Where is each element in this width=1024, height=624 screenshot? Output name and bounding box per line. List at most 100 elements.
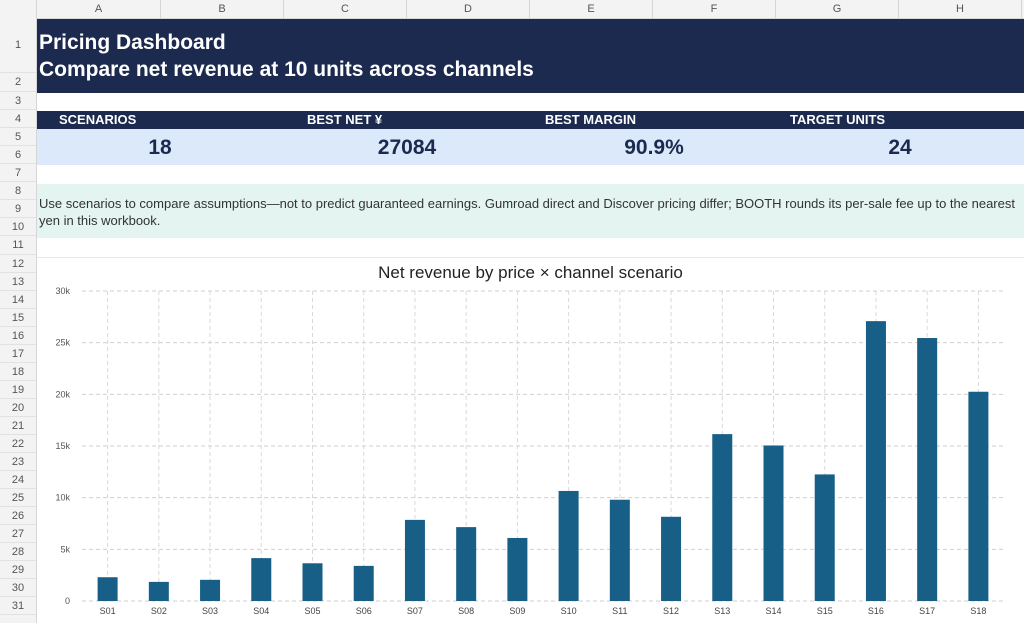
row-header-23[interactable]: 23 <box>0 453 36 471</box>
kpi-value-row: 18 27084 90.9% 24 <box>37 129 1024 165</box>
kpi-value-best-margin[interactable]: 90.9% <box>624 136 684 159</box>
title-banner: Pricing Dashboard Compare net revenue at… <box>37 19 1024 93</box>
kpi-value-target-units[interactable]: 24 <box>888 136 912 159</box>
row-header-31[interactable]: 31 <box>0 597 36 615</box>
y-tick-label: 5k <box>60 544 70 554</box>
column-header-d[interactable]: D <box>407 0 530 18</box>
row-header-bar: 1 2 3 4 5 6 7 8 9 10 11 12 13 14 15 16 17 18 19 20 21 22 23 24 2… <box>0 18 37 623</box>
row-header-11[interactable]: 11 <box>0 236 36 255</box>
kpi-label-target-units: TARGET UNITS <box>790 112 886 127</box>
bar-s08[interactable] <box>456 527 477 601</box>
row-header-18[interactable]: 18 <box>0 363 36 381</box>
row-header-14[interactable]: 14 <box>0 291 36 309</box>
bar-s16[interactable] <box>865 321 886 601</box>
row-header-13[interactable]: 13 <box>0 273 36 291</box>
row-header-7[interactable]: 7 <box>0 164 36 182</box>
x-tick-label: S04 <box>253 606 269 616</box>
row-header-2[interactable]: 2 <box>0 73 36 92</box>
y-tick-label: 25k <box>55 338 70 348</box>
bar-s09[interactable] <box>507 537 528 601</box>
bar-s15[interactable] <box>814 474 835 601</box>
row-header-24[interactable]: 24 <box>0 471 36 489</box>
kpi-value-best-net[interactable]: 27084 <box>377 136 437 159</box>
column-header-a[interactable]: A <box>37 0 161 18</box>
row-header-10[interactable]: 10 <box>0 218 36 236</box>
x-tick-label: S05 <box>304 606 320 616</box>
row-header-4[interactable]: 4 <box>0 110 36 128</box>
row-header-25[interactable]: 25 <box>0 489 36 507</box>
row-header-22[interactable]: 22 <box>0 435 36 453</box>
x-tick-label: S12 <box>663 606 679 616</box>
row-header-6[interactable]: 6 <box>0 146 36 164</box>
row-header-29[interactable]: 29 <box>0 561 36 579</box>
row-header-9[interactable]: 9 <box>0 200 36 218</box>
x-tick-label: S03 <box>202 606 218 616</box>
chart-title: Net revenue by price × channel scenario <box>378 263 683 282</box>
x-tick-label: S17 <box>919 606 935 616</box>
x-tick-label: S08 <box>458 606 474 616</box>
bar-s02[interactable] <box>148 581 169 601</box>
disclaimer-note: Use scenarios to compare assumptions—not… <box>37 184 1024 238</box>
column-header-e[interactable]: E <box>530 0 653 18</box>
row-header-1[interactable]: 1 <box>0 18 36 73</box>
row-header-8[interactable]: 8 <box>0 182 36 200</box>
bar-s10[interactable] <box>558 490 579 601</box>
x-tick-label: S16 <box>868 606 884 616</box>
y-tick-label: 20k <box>55 389 70 399</box>
row-header-27[interactable]: 27 <box>0 525 36 543</box>
row-header-12[interactable]: 12 <box>0 255 36 273</box>
dashboard-title: Pricing Dashboard <box>39 31 226 54</box>
y-tick-label: 10k <box>55 493 70 503</box>
row-header-3[interactable]: 3 <box>0 92 36 110</box>
bar-s06[interactable] <box>353 565 374 601</box>
x-tick-label: S07 <box>407 606 423 616</box>
row-header-26[interactable]: 26 <box>0 507 36 525</box>
y-tick-label: 15k <box>55 441 70 451</box>
x-tick-label: S10 <box>561 606 577 616</box>
x-tick-label: S01 <box>100 606 116 616</box>
bar-s14[interactable] <box>763 445 784 601</box>
bar-s12[interactable] <box>661 516 682 601</box>
bar-s05[interactable] <box>302 563 323 601</box>
kpi-value-scenarios[interactable]: 18 <box>148 136 172 159</box>
row-header-16[interactable]: 16 <box>0 327 36 345</box>
column-header-c[interactable]: C <box>284 0 407 18</box>
x-tick-label: S09 <box>509 606 525 616</box>
select-all-corner[interactable] <box>0 0 37 18</box>
row-header-30[interactable]: 30 <box>0 579 36 597</box>
column-header-b[interactable]: B <box>161 0 284 18</box>
bar-s11[interactable] <box>609 499 630 601</box>
bar-s01[interactable] <box>97 577 118 601</box>
x-tick-label: S02 <box>151 606 167 616</box>
x-tick-label: S18 <box>970 606 986 616</box>
kpi-label-best-net: BEST NET ¥ <box>307 112 383 127</box>
column-header-f[interactable]: F <box>653 0 776 18</box>
bar-s17[interactable] <box>917 338 938 601</box>
kpi-label-best-margin: BEST MARGIN <box>545 112 636 127</box>
chart-canvas: 0 5k 10k 15k 20k 25k 30k S01 S02 S03 S04 S05 S06 S07 S… <box>55 286 1004 616</box>
x-tick-label: S15 <box>817 606 833 616</box>
row-header-21[interactable]: 21 <box>0 417 36 435</box>
row-header-15[interactable]: 15 <box>0 309 36 327</box>
row-header-5[interactable]: 5 <box>0 128 36 146</box>
bar-s04[interactable] <box>251 558 272 601</box>
column-header-g[interactable]: G <box>776 0 899 18</box>
row-header-17[interactable]: 17 <box>0 345 36 363</box>
bar-s03[interactable] <box>200 579 221 601</box>
y-tick-label: 30k <box>55 286 70 296</box>
x-tick-label: S13 <box>714 606 730 616</box>
dashboard-subtitle: Compare net revenue at 10 units across c… <box>39 58 534 81</box>
row-header-19[interactable]: 19 <box>0 381 36 399</box>
row-header-28[interactable]: 28 <box>0 543 36 561</box>
bar-s18[interactable] <box>968 391 989 601</box>
x-tick-label: S14 <box>765 606 781 616</box>
row-header-20[interactable]: 20 <box>0 399 36 417</box>
sheet-grid[interactable]: Pricing Dashboard Compare net revenue at… <box>37 19 1024 624</box>
column-header-h[interactable]: H <box>899 0 1022 18</box>
bar-s07[interactable] <box>404 519 425 601</box>
kpi-header-row: SCENARIOS BEST NET ¥ BEST MARGIN TARGET … <box>37 111 1024 129</box>
revenue-chart[interactable]: Net revenue by price × channel scenario … <box>37 257 1024 624</box>
x-tick-label: S06 <box>356 606 372 616</box>
bar-s13[interactable] <box>712 434 733 601</box>
